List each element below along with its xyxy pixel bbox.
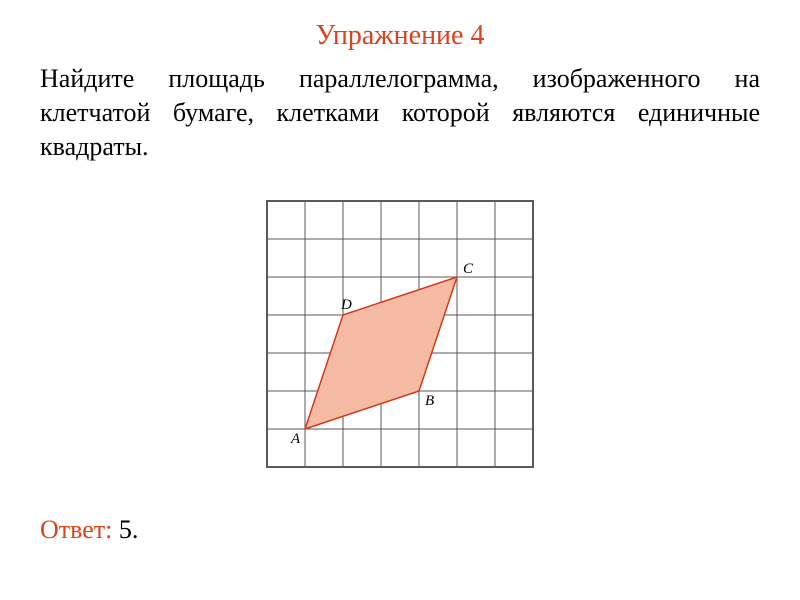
answer-label: Ответ: [40, 515, 112, 544]
answer-row: Ответ: 5. [40, 515, 760, 545]
svg-text:C: C [463, 261, 474, 277]
exercise-title: Упражнение 4 [40, 20, 760, 52]
answer-value: 5. [112, 515, 138, 544]
problem-statement: Найдите площадь параллелограмма, изображ… [40, 62, 760, 163]
figure-container: A B C D [40, 183, 760, 485]
svg-text:B: B [425, 393, 434, 409]
svg-text:D: D [340, 297, 352, 313]
svg-text:A: A [290, 431, 301, 447]
grid-diagram: A B C D [249, 183, 551, 485]
